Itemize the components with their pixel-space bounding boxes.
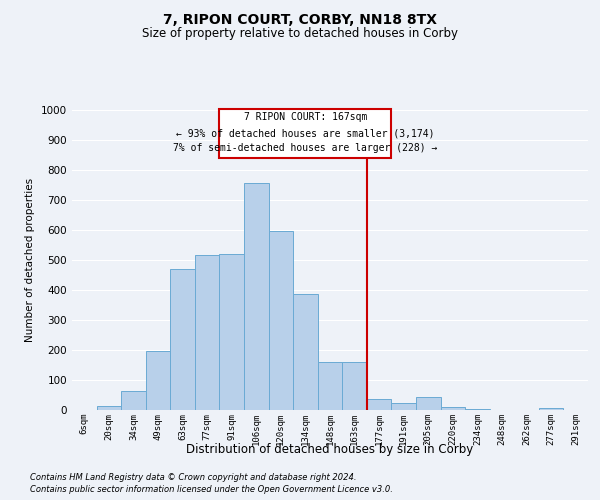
- Bar: [539, 408, 563, 410]
- Bar: [269, 231, 293, 410]
- Bar: [146, 351, 170, 410]
- FancyBboxPatch shape: [220, 108, 391, 158]
- Bar: [465, 409, 490, 410]
- Y-axis label: Number of detached properties: Number of detached properties: [25, 178, 35, 342]
- Text: Distribution of detached houses by size in Corby: Distribution of detached houses by size …: [187, 442, 473, 456]
- Bar: [170, 269, 195, 410]
- Bar: [367, 398, 391, 410]
- Bar: [293, 294, 318, 410]
- Text: 7% of semi-detached houses are larger (228) →: 7% of semi-detached houses are larger (2…: [173, 143, 437, 153]
- Bar: [440, 407, 465, 410]
- Text: Size of property relative to detached houses in Corby: Size of property relative to detached ho…: [142, 28, 458, 40]
- Bar: [342, 362, 367, 410]
- Bar: [244, 183, 269, 410]
- Text: Contains HM Land Registry data © Crown copyright and database right 2024.: Contains HM Land Registry data © Crown c…: [30, 472, 356, 482]
- Bar: [416, 398, 440, 410]
- Text: ← 93% of detached houses are smaller (3,174): ← 93% of detached houses are smaller (3,…: [176, 128, 434, 138]
- Text: Contains public sector information licensed under the Open Government Licence v3: Contains public sector information licen…: [30, 485, 393, 494]
- Bar: [97, 406, 121, 410]
- Bar: [121, 390, 146, 410]
- Bar: [220, 254, 244, 410]
- Bar: [195, 255, 220, 410]
- Text: 7 RIPON COURT: 167sqm: 7 RIPON COURT: 167sqm: [244, 112, 367, 122]
- Bar: [391, 404, 416, 410]
- Text: 7, RIPON COURT, CORBY, NN18 8TX: 7, RIPON COURT, CORBY, NN18 8TX: [163, 12, 437, 26]
- Bar: [318, 362, 342, 410]
